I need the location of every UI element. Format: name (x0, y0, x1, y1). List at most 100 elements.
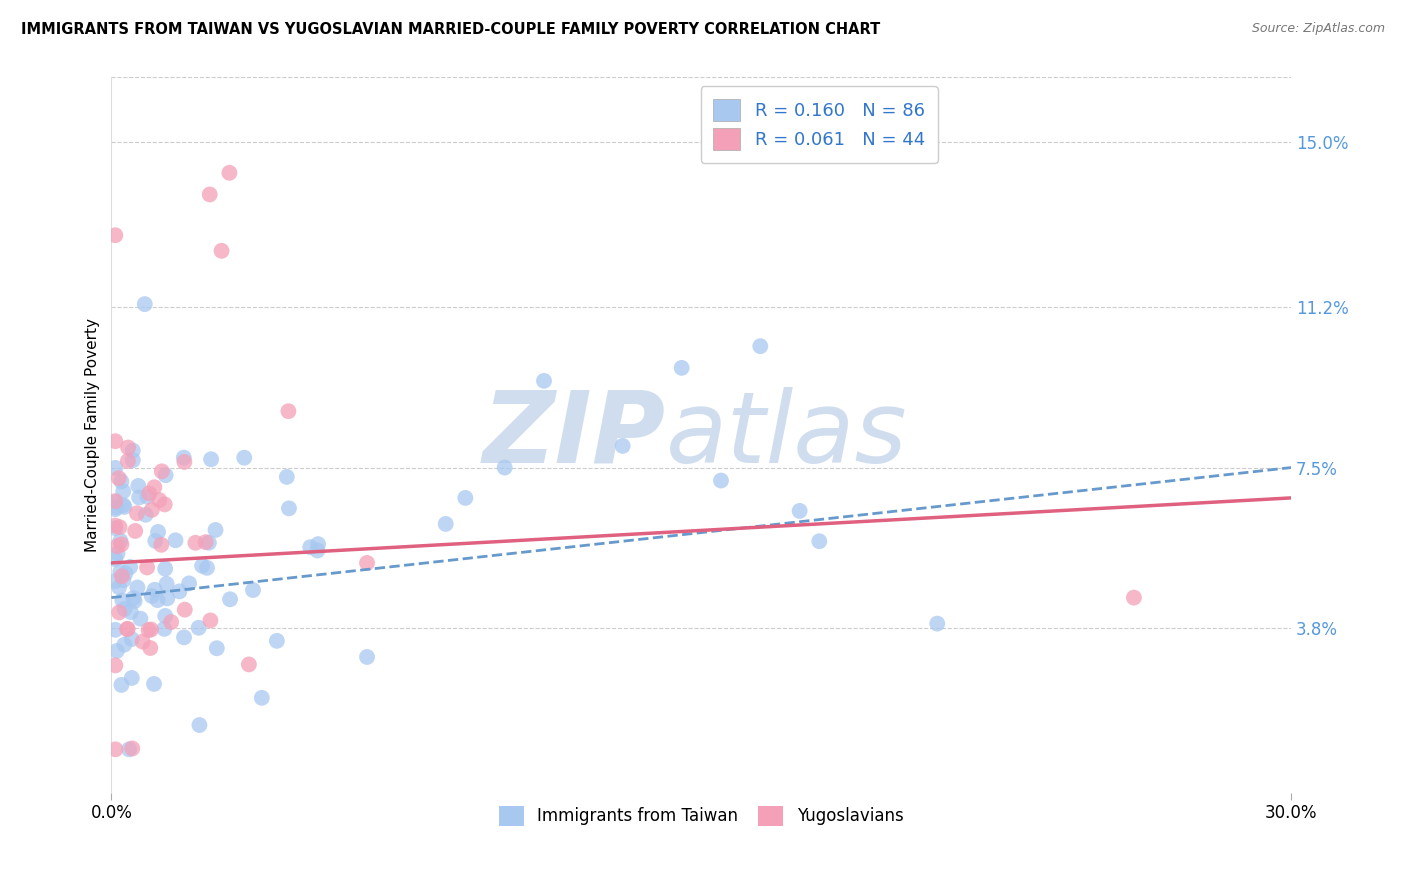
Point (156, 591, 179, 606)
Point (211, 244, 233, 258)
Point (108, 606, 131, 620)
Point (104, 521, 127, 535)
Point (612, 439, 634, 453)
Point (299, 540, 322, 554)
Point (117, 454, 139, 468)
Point (307, 537, 329, 551)
Point (117, 441, 139, 455)
Point (160, 615, 183, 629)
Point (218, 166, 240, 180)
Point (173, 455, 195, 469)
Point (131, 634, 153, 648)
Point (200, 452, 222, 467)
Point (710, 474, 733, 488)
Point (112, 573, 135, 587)
Point (124, 524, 146, 538)
Point (155, 576, 177, 591)
Point (104, 552, 127, 566)
Point (233, 450, 256, 465)
Point (141, 503, 163, 517)
Point (104, 495, 127, 509)
Point (104, 434, 127, 449)
Point (307, 543, 329, 558)
Point (115, 622, 138, 636)
Point (494, 460, 516, 475)
Legend: Immigrants from Taiwan, Yugoslavians: Immigrants from Taiwan, Yugoslavians (491, 797, 912, 834)
Point (110, 678, 132, 692)
Point (150, 464, 173, 478)
Text: Source: ZipAtlas.com: Source: ZipAtlas.com (1251, 22, 1385, 36)
Point (356, 556, 378, 570)
Point (112, 498, 135, 512)
Point (110, 537, 132, 551)
Text: atlas: atlas (666, 386, 907, 483)
Point (454, 491, 477, 505)
Point (138, 623, 160, 637)
Point (238, 657, 260, 672)
Point (129, 612, 152, 626)
Point (104, 574, 127, 588)
Point (141, 589, 163, 603)
Point (808, 534, 831, 549)
Point (111, 569, 134, 583)
Point (173, 603, 195, 617)
Point (104, 658, 127, 673)
Text: ZIP: ZIP (482, 386, 666, 483)
Point (114, 566, 136, 581)
Point (110, 533, 132, 548)
Point (278, 501, 301, 516)
Point (789, 504, 811, 518)
Point (104, 518, 127, 533)
Point (111, 593, 134, 607)
Point (276, 470, 298, 484)
Point (250, 690, 273, 705)
Point (139, 640, 162, 655)
Point (198, 535, 221, 549)
Point (671, 360, 693, 375)
Point (104, 500, 127, 515)
Point (124, 594, 146, 608)
Point (165, 533, 187, 548)
Point (107, 471, 129, 485)
Point (114, 602, 136, 616)
Point (121, 632, 143, 646)
Point (104, 742, 127, 756)
Point (108, 520, 131, 534)
Point (150, 538, 173, 552)
Point (105, 539, 128, 553)
Point (118, 742, 141, 756)
Point (148, 493, 170, 508)
Point (153, 497, 176, 511)
Text: IMMIGRANTS FROM TAIWAN VS YUGOSLAVIAN MARRIED-COUPLE FAMILY POVERTY CORRELATION : IMMIGRANTS FROM TAIWAN VS YUGOSLAVIAN MA… (21, 22, 880, 37)
Point (136, 560, 159, 574)
Point (198, 187, 221, 202)
Point (107, 547, 129, 561)
Point (121, 443, 143, 458)
Point (153, 562, 176, 576)
Point (120, 605, 142, 619)
Point (153, 622, 176, 636)
Point (110, 475, 132, 489)
Point (127, 581, 149, 595)
Point (205, 641, 228, 656)
Point (112, 484, 135, 499)
Point (104, 494, 127, 508)
Point (177, 576, 200, 591)
Point (121, 741, 143, 756)
Point (195, 561, 218, 575)
Point (533, 374, 555, 388)
Point (155, 608, 177, 623)
Point (184, 536, 207, 550)
Point (128, 491, 150, 505)
Point (112, 638, 135, 652)
Point (219, 592, 242, 607)
Point (120, 560, 142, 574)
Point (277, 404, 299, 418)
Point (155, 468, 177, 483)
Point (1122, 591, 1144, 605)
Point (121, 671, 143, 685)
Point (188, 718, 211, 732)
Point (200, 614, 222, 628)
Point (169, 584, 191, 599)
Point (143, 677, 166, 691)
